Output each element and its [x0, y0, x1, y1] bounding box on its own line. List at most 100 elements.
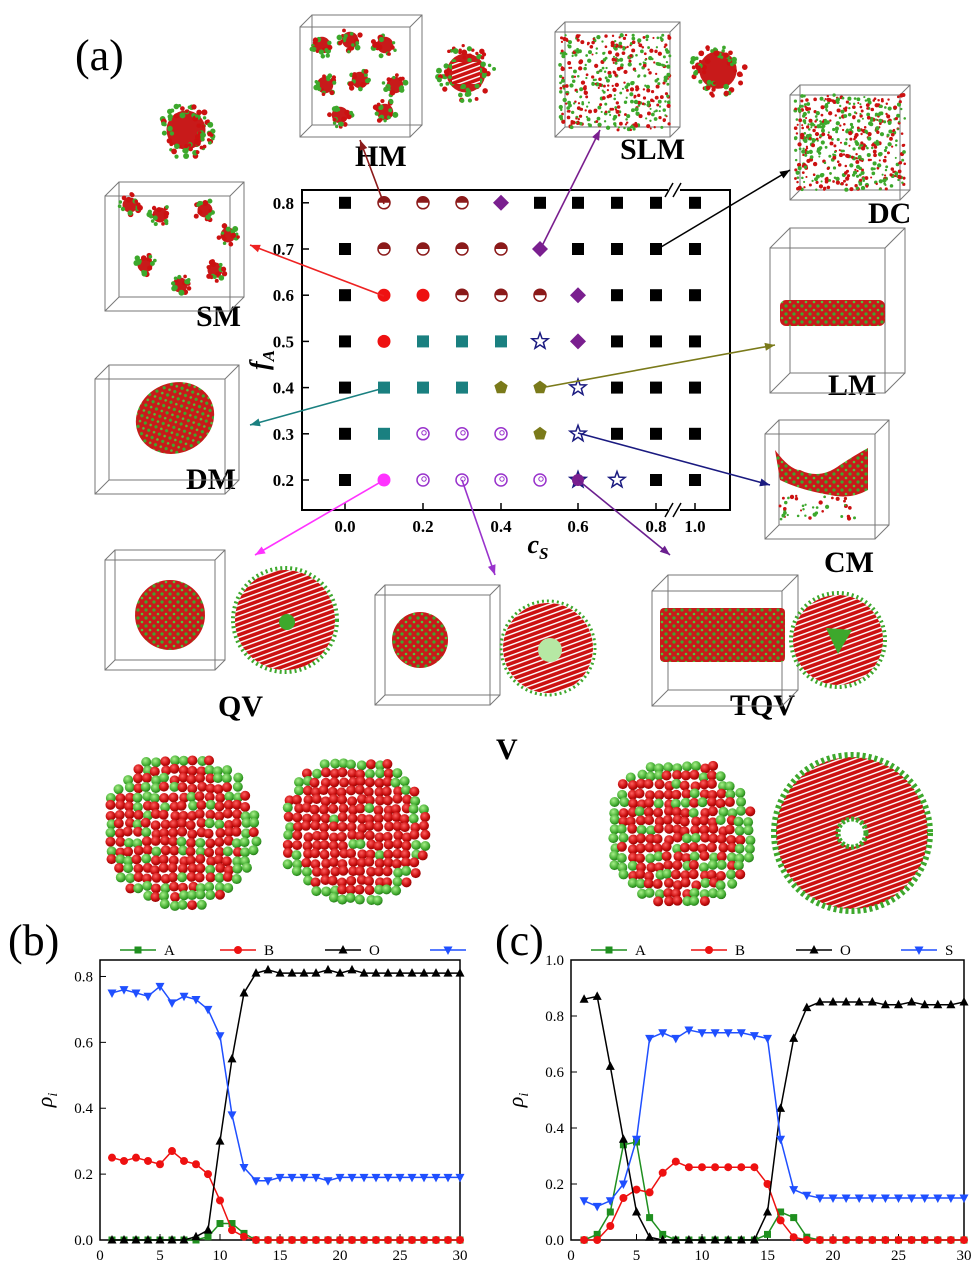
- arrow-slm: [539, 129, 601, 251]
- data-point-s: [431, 1173, 441, 1183]
- data-point-b: [580, 1236, 589, 1244]
- data-point-b: [933, 1236, 942, 1244]
- snapshot-v-cross-section: [499, 599, 597, 697]
- data-point-o: [894, 999, 903, 1009]
- data-point-b: [228, 1226, 236, 1235]
- data-point-b: [252, 1236, 260, 1244]
- snapshot-slm-micelle: [689, 45, 748, 98]
- y-axis-label: ρi: [32, 1093, 61, 1109]
- plot-frame: [99, 959, 461, 1241]
- data-point-s: [671, 1034, 681, 1044]
- data-point-s: [107, 989, 117, 998]
- x-tick-label: 5: [633, 1248, 641, 1264]
- x-tick-label: 15: [760, 1248, 775, 1264]
- density-profile-chart-c: 0 5 10 15 20 25 30 0.0 0.2 0.4 0.6 0.8 1.0 r ρi A B O S: [503, 943, 971, 1265]
- phase-point-hm: [494, 242, 508, 256]
- y-tick-label: 0.2: [74, 1167, 93, 1183]
- data-point-b: [855, 1236, 864, 1244]
- data-point-s: [946, 1194, 956, 1203]
- data-point-o: [251, 968, 261, 977]
- phase-point-dc: [689, 474, 701, 486]
- y-tick-label: 0.7: [273, 240, 295, 259]
- data-point-a: [619, 1141, 627, 1149]
- phase-point-dc: [650, 427, 662, 440]
- data-point-b: [724, 1163, 733, 1172]
- phase-point-dc: [689, 289, 701, 302]
- data-point-b: [240, 1232, 248, 1241]
- data-point-s: [776, 1135, 786, 1145]
- data-point-b: [180, 1156, 188, 1165]
- legend-label: S: [945, 943, 953, 959]
- data-point-s: [275, 1173, 285, 1183]
- data-point-o: [275, 968, 285, 977]
- data-point-o: [933, 999, 943, 1009]
- data-point-a: [228, 1220, 236, 1228]
- data-point-o: [179, 1235, 189, 1244]
- data-point-o: [419, 968, 429, 977]
- data-point-s: [854, 1194, 864, 1203]
- snapshot-sm-micelle: [159, 103, 216, 160]
- data-point-b: [432, 1236, 440, 1244]
- data-point-b: [632, 1185, 641, 1194]
- series-line-o: [112, 969, 460, 1241]
- label-v: V: [496, 733, 518, 766]
- y-tick-label: 0.5: [273, 332, 294, 351]
- data-point-s: [407, 1173, 417, 1183]
- x-tick-label: 0.2: [412, 517, 433, 536]
- phase-point-hm: [377, 242, 391, 256]
- x-tick-label: 10: [213, 1248, 228, 1264]
- data-point-o: [959, 997, 969, 1006]
- phase-point-hm: [494, 288, 508, 302]
- data-point-b: [204, 1170, 212, 1179]
- data-point-o: [723, 1235, 733, 1244]
- phase-point-v: [494, 427, 508, 441]
- data-point-o: [736, 1235, 746, 1244]
- series-line-s: [583, 1029, 964, 1208]
- data-point-o: [907, 997, 917, 1006]
- data-point-s: [263, 1177, 273, 1186]
- data-point-s: [815, 1194, 825, 1203]
- phase-point-cm: [529, 330, 551, 351]
- data-point-b: [168, 1147, 176, 1156]
- phase-point-dc: [572, 243, 584, 255]
- series-line-s: [111, 985, 460, 1182]
- y-tick-label: 0.0: [74, 1233, 93, 1249]
- y-tick-label: 0.0: [545, 1233, 564, 1249]
- data-point-b: [868, 1236, 877, 1244]
- axis-break-mark: [664, 502, 674, 518]
- data-point-s: [311, 1173, 321, 1183]
- legend-label: O: [840, 943, 851, 959]
- phase-point-slm: [570, 333, 586, 350]
- data-point-o: [347, 964, 357, 974]
- data-point-b: [763, 1180, 772, 1188]
- y-tick-label: 0.8: [545, 1009, 564, 1025]
- x-axis-label: cS: [527, 530, 548, 563]
- phase-point-dc: [650, 335, 662, 348]
- phase-point-dc: [689, 243, 701, 255]
- data-point-s: [658, 1029, 668, 1038]
- data-point-a: [659, 1230, 667, 1238]
- data-point-a: [790, 1214, 798, 1222]
- legend-label: B: [264, 943, 274, 959]
- data-point-o: [592, 991, 602, 1000]
- data-point-b: [408, 1236, 416, 1244]
- snapshot-qv-cross-section: [231, 566, 339, 674]
- x-tick-label: 30: [957, 1248, 971, 1264]
- phase-point-v: [494, 473, 508, 487]
- x-tick-label: 0: [96, 1248, 104, 1264]
- data-point-b: [698, 1163, 706, 1172]
- data-point-o: [802, 1002, 812, 1012]
- data-point-o: [671, 1235, 681, 1244]
- phase-point-dc: [611, 381, 623, 394]
- data-point-o: [618, 1134, 628, 1143]
- phase-point-slm: [493, 194, 509, 211]
- data-point-o: [299, 968, 309, 977]
- data-point-s: [736, 1029, 746, 1038]
- y-tick-label: 1.0: [545, 953, 564, 969]
- phase-point-dc: [611, 335, 623, 348]
- data-point-o: [658, 1235, 668, 1244]
- data-point-s: [335, 1173, 345, 1183]
- arrow-dc: [655, 169, 791, 251]
